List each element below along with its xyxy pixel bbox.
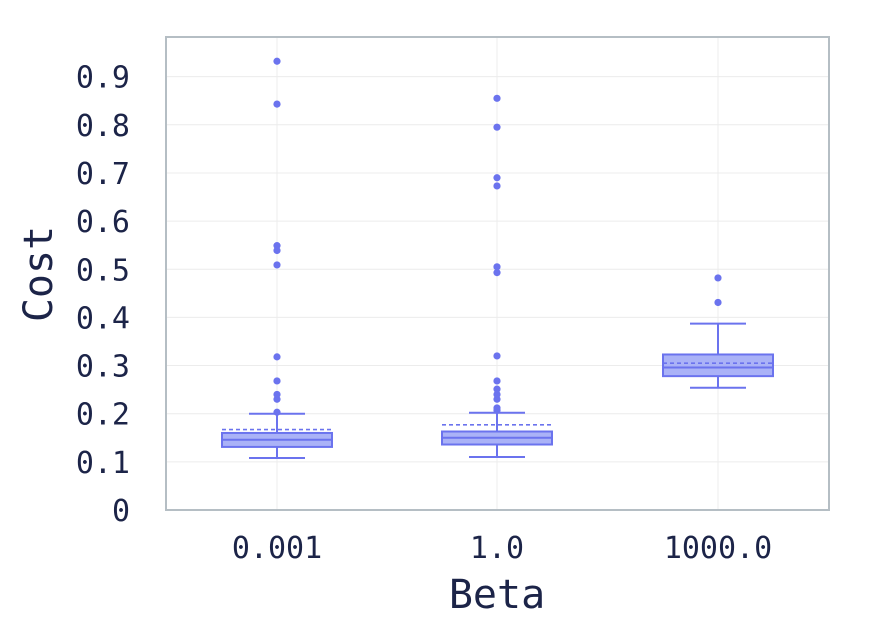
y-tick-label: 0.3 [76, 350, 130, 385]
y-axis-ticks: 0 0.1 0.2 0.3 0.4 0.5 0.6 0.7 0.8 0.9 [76, 61, 130, 529]
outlier-point [273, 57, 281, 65]
outlier-point [493, 404, 501, 412]
outlier-point [493, 182, 501, 190]
y-tick-label: 0.6 [76, 205, 130, 240]
outlier-point [493, 390, 501, 399]
outlier-point [273, 390, 281, 399]
outlier-point [714, 298, 722, 307]
outlier-point [273, 261, 281, 269]
box-group-1000-0 [662, 274, 774, 389]
x-axis-ticks: 0.001 1.0 1000.0 [232, 531, 772, 566]
x-axis-title: Beta [449, 572, 545, 618]
outlier-point [493, 385, 501, 393]
plot-frame [165, 36, 830, 511]
outlier-point [273, 408, 281, 416]
box-group-0-001 [221, 57, 333, 459]
x-tick-label: 1000.0 [664, 531, 772, 566]
box-group-1-0 [441, 94, 553, 459]
box-iqr [662, 353, 774, 378]
y-tick-label: 0.5 [76, 253, 130, 288]
x-tick-label: 0.001 [232, 531, 322, 566]
y-tick-label: 0.2 [76, 398, 130, 433]
outlier-point [273, 377, 281, 385]
outlier-point [493, 269, 501, 277]
y-tick-label: 0.9 [76, 61, 130, 96]
outlier-point [493, 263, 501, 271]
outlier-point [493, 94, 501, 102]
outlier-point [273, 100, 281, 108]
outlier-point [493, 123, 501, 131]
y-tick-label: 0.8 [76, 109, 130, 144]
y-axis-title: Cost [16, 226, 62, 322]
y-tick-label: 0.7 [76, 157, 130, 192]
outlier-point [493, 377, 501, 385]
outlier-point [493, 174, 501, 182]
box-series [221, 57, 774, 459]
y-tick-label: 0.4 [76, 301, 130, 336]
y-tick-label: 0 [112, 494, 130, 529]
outlier-point [273, 353, 281, 361]
y-tick-label: 0.1 [76, 446, 130, 481]
outlier-point [273, 242, 281, 250]
outlier-point [714, 274, 722, 282]
x-tick-label: 1.0 [470, 531, 524, 566]
outlier-point [493, 352, 501, 360]
